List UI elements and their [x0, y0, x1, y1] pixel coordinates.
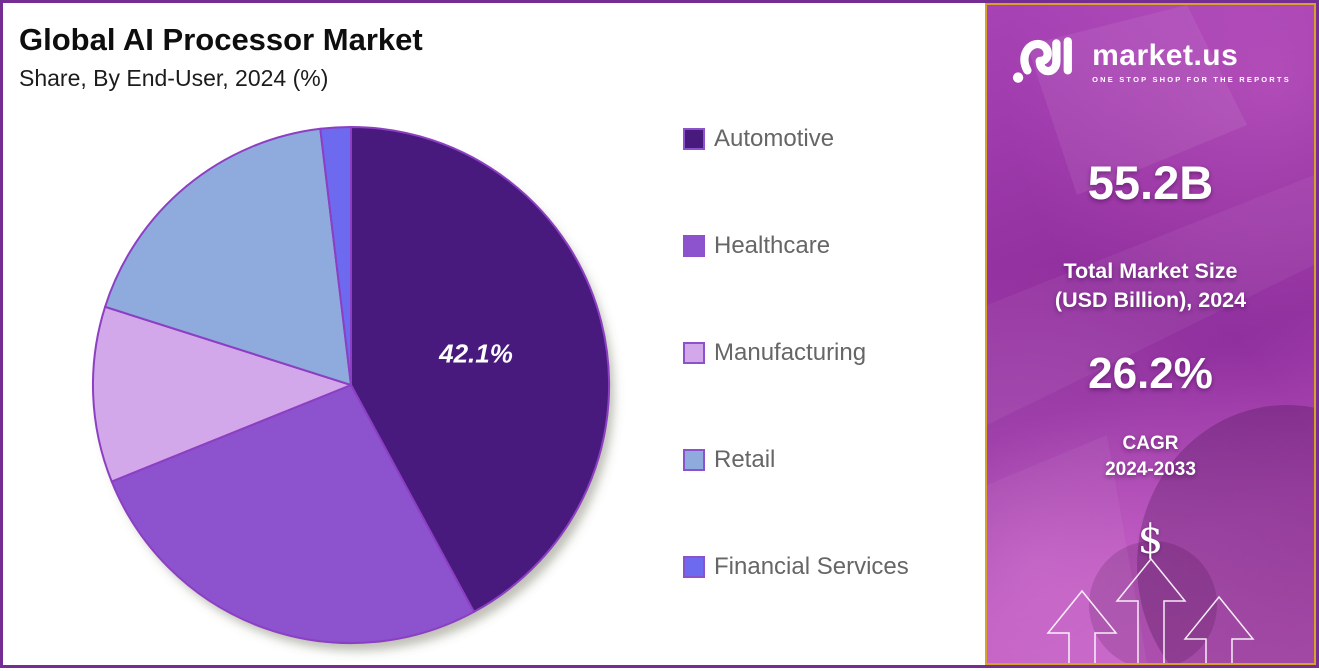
legend-swatch-healthcare	[683, 235, 705, 257]
header: Global AI Processor Market Share, By End…	[19, 21, 423, 92]
legend: Automotive Healthcare Manufacturing Retail F…	[683, 125, 909, 580]
market-size-label-line1: Total Market Size	[1063, 259, 1238, 283]
legend-swatch-manufacturing	[683, 342, 705, 364]
pie-chart: 42.1%	[91, 125, 614, 651]
legend-swatch-automotive	[683, 128, 705, 150]
legend-swatch-financial-services	[683, 556, 705, 578]
brand-tagline: ONE STOP SHOP FOR THE REPORTS	[1092, 75, 1291, 84]
pie-slice-financial-services	[319, 125, 352, 386]
cagr-label-line2: 2024-2033	[1105, 459, 1196, 480]
growth-arrow-middle	[1115, 557, 1187, 663]
brand-logo: market.us ONE STOP SHOP FOR THE REPORTS	[987, 31, 1314, 89]
market-size-label: Total Market Size (USD Billion), 2024	[987, 257, 1314, 315]
marketus-logo-icon	[1012, 37, 1073, 83]
pie-slice-retail	[104, 127, 352, 386]
legend-label: Manufacturing	[714, 339, 867, 366]
cagr-label-line1: CAGR	[1122, 433, 1179, 454]
brand-name: market.us	[1092, 39, 1239, 72]
brand-sidebar: market.us ONE STOP SHOP FOR THE REPORTS …	[985, 3, 1316, 665]
legend-label: Financial Services	[714, 553, 909, 580]
legend-label: Retail	[714, 446, 776, 473]
cagr-value: 26.2%	[1088, 349, 1213, 398]
pie-data-label-automotive: 42.1%	[438, 338, 513, 368]
legend-item-retail: Retail	[683, 446, 909, 473]
pie-slice-manufacturing	[91, 305, 352, 483]
legend-item-manufacturing: Manufacturing	[683, 339, 909, 366]
dollar-symbol: $	[1137, 517, 1164, 563]
legend-item-automotive: Automotive	[683, 125, 909, 152]
growth-arrows	[1046, 557, 1255, 663]
pie-slice-healthcare	[110, 384, 475, 645]
legend-item-financial-services: Financial Services	[683, 553, 909, 580]
cagr-label: CAGR 2024-2033	[987, 431, 1314, 483]
market-size-value: 55.2B	[1087, 156, 1214, 209]
market-size-label-line2: (USD Billion), 2024	[1054, 288, 1247, 312]
growth-arrow-left	[1046, 589, 1118, 663]
legend-item-healthcare: Healthcare	[683, 232, 909, 259]
legend-label: Automotive	[714, 125, 835, 152]
page-title: Global AI Processor Market	[19, 22, 423, 57]
legend-label: Healthcare	[714, 232, 831, 259]
growth-arrow-right	[1183, 595, 1255, 663]
page-subtitle: Share, By End-User, 2024 (%)	[19, 65, 329, 91]
sidebar-background-art	[987, 5, 1314, 663]
legend-swatch-retail	[683, 449, 705, 471]
pie-slice-automotive	[350, 126, 611, 613]
